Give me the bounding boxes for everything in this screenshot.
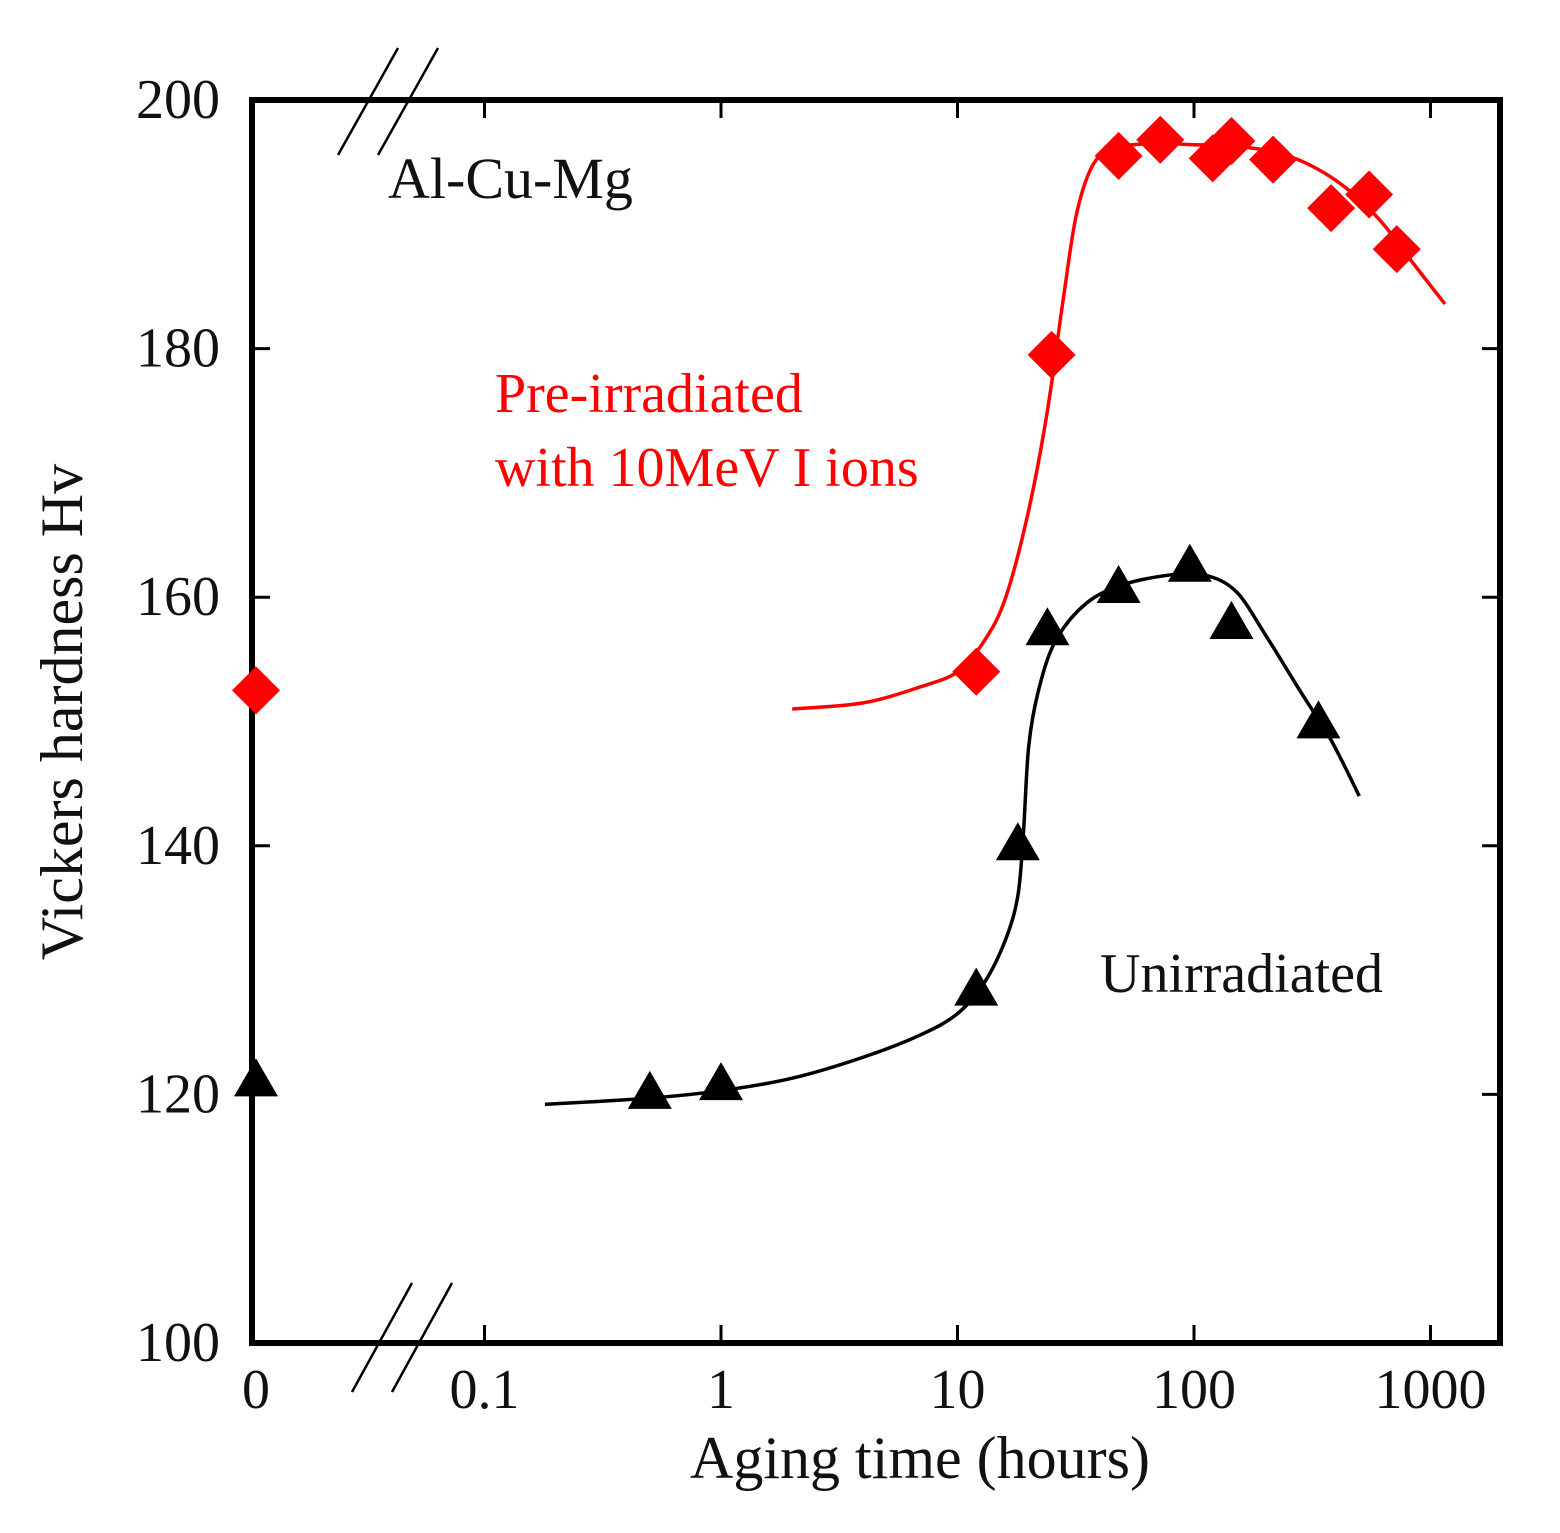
- pre-irradiated-label-line2: with 10MeV I ions: [495, 437, 919, 499]
- pre-irradiated-data-point: [1307, 184, 1356, 233]
- axis-break-marks: [336, 47, 454, 1393]
- x-tick-label: 0.1: [450, 1359, 520, 1421]
- pre-irradiated-data-point: [1345, 170, 1394, 219]
- y-axis-title: Vickers hardness Hv: [29, 464, 95, 960]
- pre-irradiated-data-point: [1372, 225, 1421, 274]
- top-break-mark-1: [336, 47, 400, 156]
- y-tick-label: 140: [136, 815, 220, 877]
- alloy-label: Al-Cu-Mg: [388, 146, 633, 211]
- pre-irradiated-data-point: [232, 666, 280, 715]
- pre-irradiated-fit-curve: [792, 141, 1447, 711]
- x-tick-label: 100: [1152, 1359, 1236, 1421]
- x-tick-label: 1: [707, 1359, 735, 1421]
- unirradiated-data-point: [234, 1058, 278, 1097]
- unirradiated-data-point: [954, 967, 999, 1006]
- x-tick-label: 10: [930, 1359, 986, 1421]
- data-markers: [232, 115, 1421, 1109]
- y-tick-label: 180: [136, 318, 220, 380]
- axis-ticks: 100 120 140 160 180 200 0 0.1 1 10 100 1000: [136, 69, 1500, 1421]
- pre-irradiated-data-point: [1094, 131, 1143, 180]
- unirradiated-fit-curve: [544, 571, 1361, 1107]
- x-axis-title: Aging time (hours): [690, 1425, 1150, 1491]
- bottom-break-mark-1: [350, 1282, 414, 1393]
- unirradiated-data-point: [995, 822, 1040, 861]
- pre-irradiated-data-point: [952, 647, 1001, 696]
- unirradiated-data-point: [699, 1062, 743, 1101]
- x-tick-label: 1000: [1375, 1359, 1487, 1421]
- pre-irradiated-data-point: [1027, 330, 1076, 379]
- unirradiated-label: Unirradiated: [1100, 943, 1383, 1005]
- bottom-break-mark-2: [390, 1282, 454, 1393]
- y-tick-label: 100: [136, 1312, 220, 1374]
- plot-frame: [249, 97, 1503, 1346]
- top-break-mark-2: [376, 47, 440, 156]
- y-tick-label: 160: [136, 566, 220, 628]
- pre-irradiated-data-point: [1207, 117, 1256, 166]
- unirradiated-data-point: [627, 1070, 672, 1109]
- pre-irradiated-data-point: [1249, 135, 1298, 184]
- x-tick-label: 0: [242, 1359, 270, 1421]
- unirradiated-data-point: [1209, 600, 1254, 639]
- unirradiated-data-point: [1025, 607, 1070, 646]
- unirradiated-data-point: [1296, 700, 1341, 739]
- pre-irradiated-data-point: [1136, 115, 1185, 164]
- unirradiated-data-point: [1167, 543, 1212, 582]
- y-tick-label: 200: [136, 69, 220, 131]
- unirradiated-data-point: [1096, 564, 1141, 603]
- pre-irradiated-label-line1: Pre-irradiated: [495, 363, 803, 425]
- y-tick-label: 120: [136, 1063, 220, 1125]
